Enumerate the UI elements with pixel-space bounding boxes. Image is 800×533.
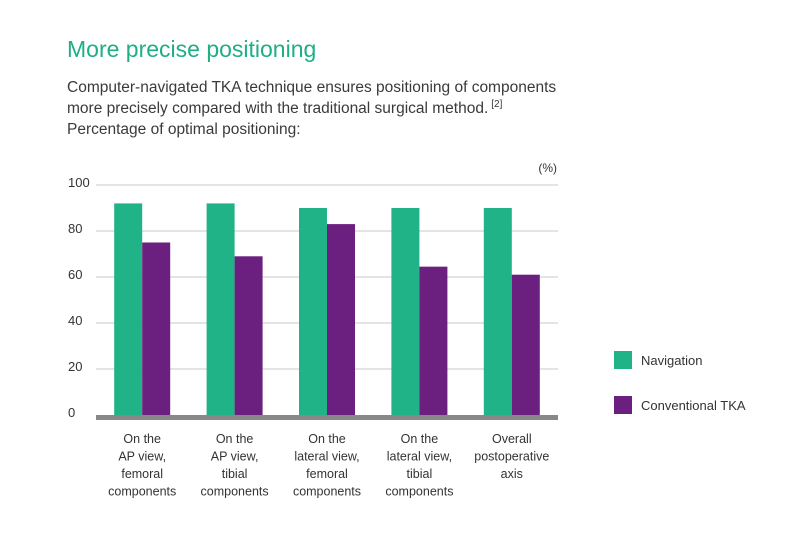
x-category-label: On the lateral view, tibial components [385,432,453,499]
y-unit-label: (%) [538,161,557,175]
bar-navigation [483,208,512,415]
bar-conventional [419,266,448,415]
x-category-label: On the AP view, tibial components [201,432,269,499]
y-tick-label: 40 [68,313,82,328]
legend-label-navigation: Navigation [641,352,703,368]
bar-conventional [142,242,171,415]
y-tick-label: 20 [68,359,82,374]
legend-item-conventional: Conventional TKA [614,395,746,415]
bar-conventional [327,224,355,415]
x-category-label: Overall postoperative axis [474,432,549,481]
bar-navigation [299,208,327,415]
subtitle-line-1: Computer-navigated TKA technique ensures… [67,79,557,96]
x-axis-baseline [96,415,558,420]
bar-navigation [114,203,143,415]
subtitle-line-2: more precisely compared with the traditi… [67,99,502,118]
subtitle-line-3: Percentage of optimal positioning: [67,121,301,138]
x-category-label: On the AP view, femoral components [108,432,176,499]
bar-conventional [511,274,540,415]
bar-navigation [206,203,235,415]
y-tick-label: 60 [68,267,82,282]
legend-label-conventional: Conventional TKA [641,397,746,413]
legend-swatch-conventional [614,396,632,414]
y-tick-label: 0 [68,405,75,420]
x-category-label: On the lateral view, femoral components [293,432,361,499]
subtitle-line-2-text: more precisely compared with the traditi… [67,100,489,117]
legend-item-navigation: Navigation [614,350,702,370]
bar-conventional [234,256,263,415]
bar-navigation [391,208,420,415]
chart-title: More precise positioning [67,36,317,62]
y-tick-label: 100 [68,175,90,190]
citation-marker: [2] [491,99,503,110]
y-tick-label: 80 [68,221,82,236]
legend-swatch-navigation [614,351,632,369]
